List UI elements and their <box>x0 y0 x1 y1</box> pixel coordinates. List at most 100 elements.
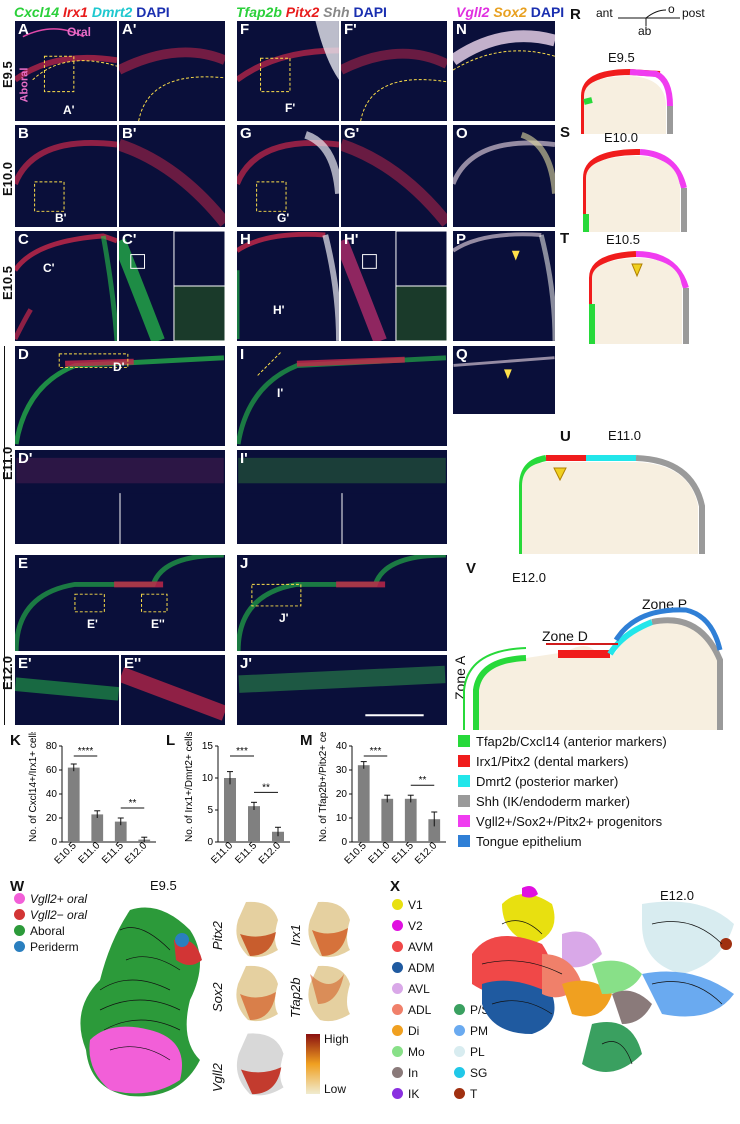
legend-dot <box>14 893 25 904</box>
schematic-V: E12.0 Zone P Zone D Zone A <box>452 560 740 730</box>
legend-dot <box>392 1088 403 1099</box>
label-G: G <box>240 125 252 142</box>
bar <box>91 814 104 842</box>
y-tick-label: 20 <box>336 789 348 800</box>
panel-I1: I' <box>236 449 448 545</box>
bar <box>224 778 236 842</box>
umapX-legend-item: AVL <box>392 982 430 996</box>
bar <box>357 765 370 842</box>
j-sub: J' <box>279 611 289 625</box>
gene-label: Irx1 <box>288 924 303 946</box>
legend-swatch <box>458 755 470 767</box>
umapX-legend-item: SG <box>454 1066 487 1080</box>
umapX-legend-label: PM <box>470 1024 488 1038</box>
panel-B1: B' <box>118 124 226 228</box>
legend-label: Vgll2+/Sox2+/Pitx2+ progenitors <box>476 814 663 829</box>
legend-label: Dmrt2 (posterior marker) <box>476 774 619 789</box>
hdr-cxcl14: Cxcl14 <box>14 4 60 20</box>
legend-dot <box>14 925 25 936</box>
significance-label: *** <box>236 746 248 757</box>
legend-dot <box>392 899 403 910</box>
y-tick-label: 30 <box>336 765 348 776</box>
color-scale <box>306 1034 320 1094</box>
col1-header: Cxcl14 Irx1 Dmrt2 DAPI <box>14 4 170 20</box>
hdr-irx1: Irx1 <box>63 4 88 20</box>
legend-dot <box>454 1088 465 1099</box>
umapX-legend-label: SG <box>470 1066 488 1080</box>
significance-label: *** <box>370 746 382 757</box>
h-sub: H' <box>273 303 285 317</box>
hdr-sox2: Sox2 <box>493 4 527 20</box>
stage-bracket-e11 <box>4 346 5 566</box>
bar <box>248 806 260 842</box>
significance-label: ** <box>419 775 427 786</box>
legend-label: Irx1/Pitx2 (dental markers) <box>476 754 629 769</box>
e2-sub: E'' <box>151 617 165 631</box>
panel-O: O <box>452 124 556 228</box>
panel-E1: E' <box>14 654 120 726</box>
stage-e95: E9.5 <box>0 61 15 88</box>
axis-ab: ab <box>638 24 652 38</box>
hdr-dapi: DAPI <box>136 4 170 20</box>
hdr-pitx2: Pitx2 <box>285 4 320 20</box>
panel-A: A Oral Aboral A' <box>14 20 118 122</box>
label-P: P <box>456 231 467 248</box>
gene-label: Pitx2 <box>210 921 225 950</box>
umapX-legend-item: ADM <box>392 961 435 975</box>
legend-dot <box>392 1046 403 1057</box>
label-J1: J' <box>240 655 252 672</box>
legend-dot <box>392 941 403 952</box>
panel-I: I I' <box>236 345 448 447</box>
umapW-title: E9.5 <box>150 878 177 893</box>
label-B: B <box>18 125 29 142</box>
hdr-dapi2: DAPI <box>353 4 387 20</box>
label-H1: H' <box>344 231 359 248</box>
umapX-legend-label: Mo <box>408 1045 425 1059</box>
sch-T-stage: E10.5 <box>606 232 640 247</box>
legend-label: Tfap2b/Cxcl14 (anterior markers) <box>476 734 667 749</box>
axis-post: post <box>682 6 705 20</box>
schematic-S: E10.0 <box>580 130 700 232</box>
umapX-legend-item: V1 <box>392 898 423 912</box>
axis-ant: ant <box>596 6 613 20</box>
legend-swatch <box>458 815 470 827</box>
panel-J: J J' <box>236 554 448 652</box>
hdr-vgll2: Vgll2 <box>456 4 490 20</box>
significance-label: ** <box>262 782 270 793</box>
label-Q: Q <box>456 346 468 363</box>
umapX-legend-item: ADL <box>392 1003 431 1017</box>
y-tick-label: 0 <box>51 837 57 848</box>
umapW-legend-item: Periderm <box>14 940 79 954</box>
y-tick-label: 0 <box>341 837 347 848</box>
feature-plot <box>236 901 278 958</box>
legend-swatch <box>458 795 470 807</box>
label-E1: E' <box>18 655 32 672</box>
sch-V-stage: E12.0 <box>512 570 546 585</box>
label-C: C <box>18 231 29 248</box>
label-A1: A' <box>122 21 137 38</box>
umapX-legend-label: AVL <box>408 982 430 996</box>
d-sub: D' <box>113 360 125 374</box>
umapW-legend-label: Aboral <box>30 924 65 938</box>
label-X: X <box>390 878 401 895</box>
b-sub: B' <box>55 211 67 225</box>
feature-plot <box>308 965 350 1022</box>
umapW-legend-label: Vgll2+ oral <box>30 892 88 906</box>
x-tick-label: E11.0 <box>77 840 103 866</box>
col2-header: Tfap2b Pitx2 Shh DAPI <box>236 4 387 20</box>
x-tick-label: E11.0 <box>209 840 235 866</box>
panel-D: D D' <box>14 345 226 447</box>
stage-e110: E11.0 <box>0 446 15 480</box>
legend-dot <box>392 1004 403 1015</box>
umapW-legend-item: Vgll2− oral <box>14 908 87 922</box>
sch-S-stage: E10.0 <box>604 130 638 145</box>
legend-dot <box>392 1067 403 1078</box>
panel-F1: F' <box>340 20 448 122</box>
umapW-legend-item: Aboral <box>14 924 65 938</box>
y-axis-label: No. of Cxcl14+/Irx1+ cells <box>28 732 39 842</box>
umapX-legend-label: PL <box>470 1045 485 1059</box>
gene-label: Sox2 <box>210 982 225 1012</box>
legend-swatch <box>458 775 470 787</box>
umapX-title: E12.0 <box>660 888 694 903</box>
